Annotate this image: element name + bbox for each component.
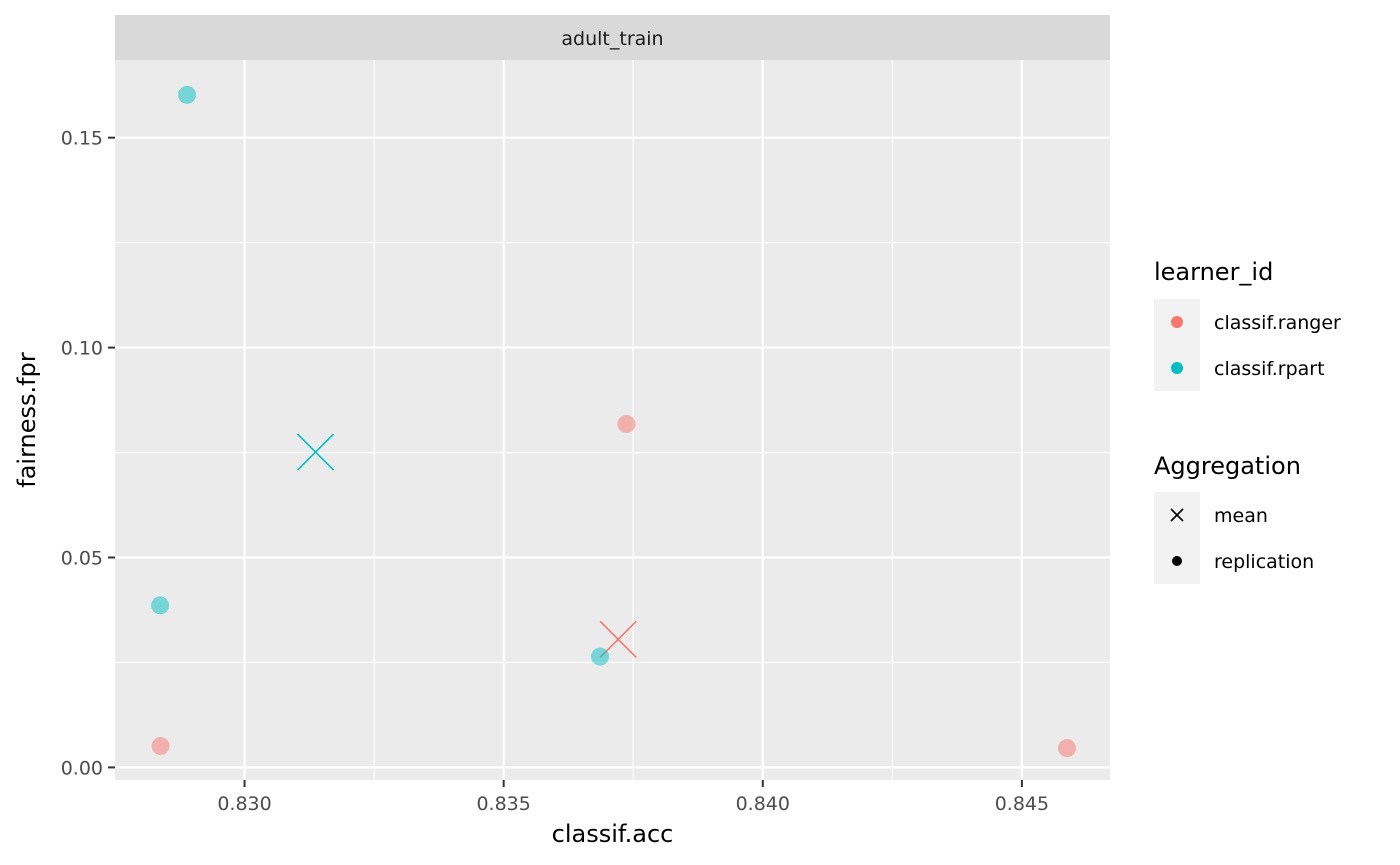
legend-label-ranger: classif.ranger bbox=[1214, 312, 1341, 334]
mean-cross-marker bbox=[296, 433, 335, 471]
x-axis: 0.830 0.835 0.840 0.845 bbox=[217, 780, 1049, 815]
legend: learner_id classif.ranger classif.rpart … bbox=[1154, 258, 1341, 584]
y-tick-label: 0.00 bbox=[61, 757, 103, 779]
facet-strip bbox=[115, 15, 1110, 60]
replication-point bbox=[178, 85, 197, 104]
x-axis-title: classif.acc bbox=[552, 820, 674, 848]
mean-cross-stroke bbox=[296, 433, 335, 471]
plot-panel bbox=[115, 60, 1110, 780]
y-tick-label: 0.05 bbox=[61, 547, 103, 569]
legend-label-replication: replication bbox=[1214, 551, 1314, 573]
replication-point bbox=[151, 736, 170, 755]
legend-key-background-learner bbox=[1154, 299, 1200, 391]
legend-key-mean-cross bbox=[1170, 508, 1184, 522]
x-tick-label: 0.840 bbox=[736, 793, 790, 815]
legend-key-background-aggregation bbox=[1154, 492, 1200, 584]
x-tick-label: 0.830 bbox=[217, 793, 271, 815]
legend-key-replication-dot bbox=[1172, 556, 1182, 566]
y-tick-label: 0.10 bbox=[61, 338, 103, 360]
legend-key-rpart bbox=[1171, 362, 1183, 374]
y-axis-title: fairness.fpr bbox=[13, 352, 41, 488]
x-tick-label: 0.835 bbox=[476, 793, 530, 815]
legend-title-learner: learner_id bbox=[1154, 258, 1273, 286]
legend-title-aggregation: Aggregation bbox=[1154, 452, 1301, 480]
legend-label-mean: mean bbox=[1214, 505, 1268, 527]
y-tick-label: 0.15 bbox=[61, 128, 103, 150]
replication-point bbox=[617, 414, 636, 433]
replication-point bbox=[151, 596, 170, 615]
major-gridlines bbox=[115, 60, 1110, 780]
legend-key-ranger bbox=[1171, 316, 1183, 328]
x-tick-label: 0.845 bbox=[995, 793, 1049, 815]
y-axis: 0.00 0.05 0.10 0.15 bbox=[61, 128, 115, 779]
facet-strip-label: adult_train bbox=[561, 28, 663, 50]
replication-point bbox=[591, 647, 610, 666]
legend-label-rpart: classif.rpart bbox=[1214, 358, 1325, 380]
data-points bbox=[151, 85, 1076, 758]
replication-point bbox=[1057, 739, 1076, 758]
